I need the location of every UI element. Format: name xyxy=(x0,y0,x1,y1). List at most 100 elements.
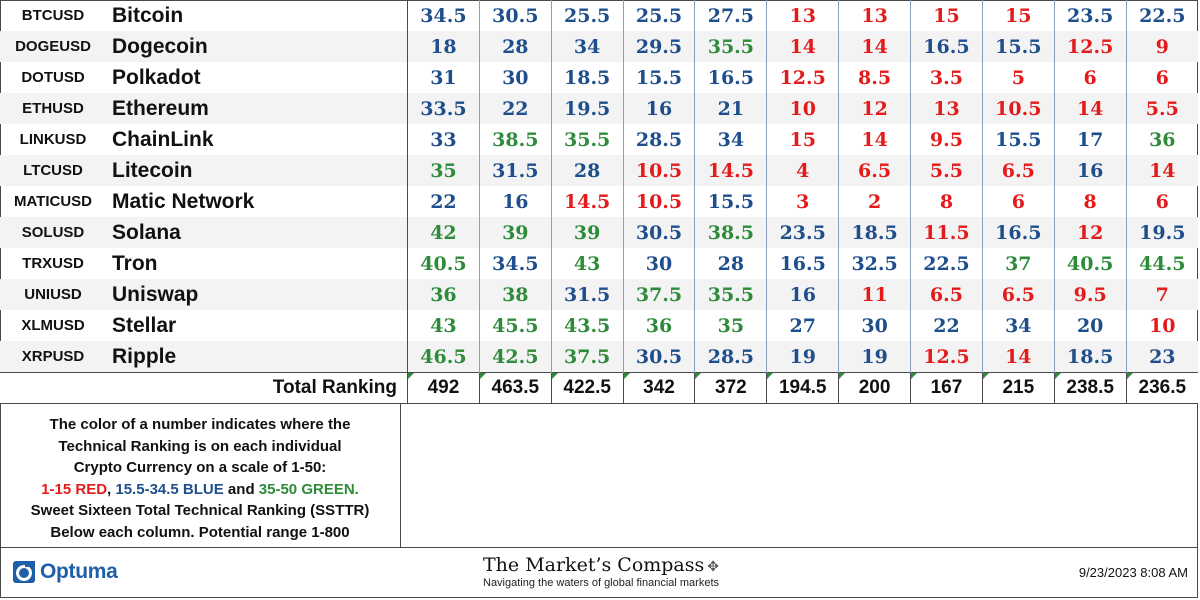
legend-separator: , xyxy=(107,480,116,498)
optuma-logo: Optuma xyxy=(12,560,118,584)
ranking-table-body: BTCUSD Bitcoin 34.5 30.5 25.5 25.5 27.5 13 13 15 1… xyxy=(0,0,1198,404)
total-ranking-value: 167 xyxy=(930,377,963,398)
footer: Optuma The Market’s Compass ✥ Navigating … xyxy=(0,547,1198,598)
ticker-symbol: UNIUSD xyxy=(0,279,106,310)
ranking-cell: 39 xyxy=(551,217,624,248)
ranking-cell: 6 xyxy=(982,186,1055,217)
cell-comment-marker-icon xyxy=(551,373,558,379)
ranking-cell: 15.5 xyxy=(623,62,696,93)
cell-comment-marker-icon xyxy=(982,373,989,379)
ranking-cell: 12.5 xyxy=(1054,31,1127,62)
ranking-cell: 16.5 xyxy=(982,217,1055,248)
ranking-cell: 25.5 xyxy=(623,0,696,31)
table-row: XRPUSD Ripple 46.5 42.5 37.5 30.5 28.5 19 19 12.5… xyxy=(0,341,1198,373)
ranking-cell: 21 xyxy=(694,93,768,124)
ranking-cell: 38 xyxy=(479,279,552,310)
ranking-cell: 40.5 xyxy=(407,248,480,279)
ticker-symbol: TRXUSD xyxy=(22,255,84,272)
ranking-cell: 4 xyxy=(766,155,840,186)
brand-title: The Market’s Compass xyxy=(483,554,705,576)
ticker-symbol: XRPUSD xyxy=(0,341,106,373)
ranking-cell: 19.5 xyxy=(1126,217,1198,248)
total-ranking-value: 372 xyxy=(715,377,747,398)
ranking-cell: 15 xyxy=(766,124,840,155)
ranking-cell: 18 xyxy=(407,31,480,62)
ranking-cell: 20 xyxy=(1054,310,1127,341)
ranking-cell: 12.5 xyxy=(766,62,840,93)
ranking-cell: 15 xyxy=(910,0,983,31)
ranking-cell: 16.5 xyxy=(766,248,840,279)
total-ranking-cell: 236.5 xyxy=(1126,372,1198,404)
ranking-cell: 27.5 xyxy=(694,0,768,31)
ranking-cell: 34 xyxy=(551,31,624,62)
ticker-symbol: SOLUSD xyxy=(0,217,106,248)
ticker-symbol: MATICUSD xyxy=(13,193,93,210)
ranking-cell: 30.5 xyxy=(479,0,552,31)
ranking-cell: 28 xyxy=(694,248,768,279)
cell-comment-marker-icon xyxy=(1054,373,1061,379)
ranking-cell: 14 xyxy=(1126,155,1198,186)
ranking-cell: 14 xyxy=(838,124,912,155)
legend-color-key: 1-15 RED, 15.5-34.5 BLUE and 35-50 GREEN… xyxy=(0,479,400,501)
ranking-cell: 35.5 xyxy=(551,124,624,155)
total-ranking-value: 200 xyxy=(858,377,891,398)
legend-red-range: 1-15 RED xyxy=(41,480,108,498)
ranking-cell: 12 xyxy=(838,93,912,124)
ranking-cell: 28.5 xyxy=(694,341,768,373)
ranking-cell: 12 xyxy=(1054,217,1127,248)
ranking-cell: 17 xyxy=(1054,124,1127,155)
ranking-cell: 19 xyxy=(838,341,912,373)
ranking-cell: 37.5 xyxy=(551,341,624,373)
ranking-cell: 7 xyxy=(1126,279,1198,310)
legend-line: Crypto Currency on a scale of 1-50: xyxy=(73,459,327,476)
ranking-cell: 22 xyxy=(910,310,983,341)
ranking-cell: 14 xyxy=(1054,93,1127,124)
total-ranking-value: 492 xyxy=(427,377,460,398)
ranking-cell: 19.5 xyxy=(551,93,624,124)
cell-comment-marker-icon xyxy=(695,373,702,379)
ranking-cell: 16 xyxy=(479,186,552,217)
ranking-cell: 6.5 xyxy=(838,155,912,186)
ranking-cell: 5.5 xyxy=(1126,93,1198,124)
coin-name: Bitcoin xyxy=(106,0,408,31)
ranking-cell: 6.5 xyxy=(910,279,983,310)
legend-line: Technical Ranking is on each individual xyxy=(58,437,342,455)
ranking-cell: 16.5 xyxy=(694,62,768,93)
cell-comment-marker-icon xyxy=(839,373,846,379)
cell-comment-marker-icon xyxy=(479,373,486,379)
cell-comment-marker-icon xyxy=(767,373,774,379)
coin-name: Ethereum xyxy=(106,93,408,124)
total-ranking-value: 236.5 xyxy=(1138,377,1187,398)
ranking-cell: 6.5 xyxy=(982,279,1055,310)
ranking-cell: 15.5 xyxy=(982,124,1055,155)
ranking-cell: 30 xyxy=(623,248,696,279)
total-ranking-cell: 342 xyxy=(623,372,696,404)
total-ranking-label: Total Ranking xyxy=(0,372,408,404)
ranking-cell: 14 xyxy=(766,31,840,62)
table-row: TRXUSD Tron 40.5 34.5 43 30 28 16.5 32.5 22.5 37 40… xyxy=(0,248,1198,279)
ranking-cell: 3.5 xyxy=(910,62,983,93)
total-ranking-value: 463.5 xyxy=(491,377,540,398)
coin-name: Solana xyxy=(106,217,408,248)
ranking-cell: 23.5 xyxy=(766,217,840,248)
table-row: XLMUSD Stellar 43 45.5 43.5 36 35 27 30 22 34 20 10 xyxy=(0,310,1198,341)
cell-comment-marker-icon xyxy=(911,373,918,379)
coin-name: Polkadot xyxy=(106,62,408,93)
ranking-cell: 6 xyxy=(1054,62,1127,93)
coin-name: Dogecoin xyxy=(106,31,408,62)
coin-name: Uniswap xyxy=(106,279,408,310)
ranking-cell: 6 xyxy=(1155,66,1169,89)
coin-name: Tron xyxy=(106,248,408,279)
total-ranking-value: 342 xyxy=(643,377,675,398)
ranking-cell: 15.5 xyxy=(982,31,1055,62)
table-row: LINKUSD ChainLink 33 38.5 35.5 28.5 34 15 14 9.5 1… xyxy=(0,124,1198,155)
ranking-cell: 40.5 xyxy=(1054,248,1127,279)
color-legend: The color of a number indicates where th… xyxy=(0,403,401,547)
total-ranking-value: 215 xyxy=(1002,377,1035,398)
ranking-cell: 34 xyxy=(982,310,1055,341)
ranking-cell: 23.5 xyxy=(1054,0,1127,31)
table-row: LTCUSD Litecoin 35 31.5 28 10.5 14.5 4 6.5 5.5 6.5… xyxy=(0,155,1198,186)
coin-name: Ripple xyxy=(106,341,408,373)
ranking-cell: 12.5 xyxy=(910,341,983,373)
ranking-cell: 33.5 xyxy=(407,93,480,124)
